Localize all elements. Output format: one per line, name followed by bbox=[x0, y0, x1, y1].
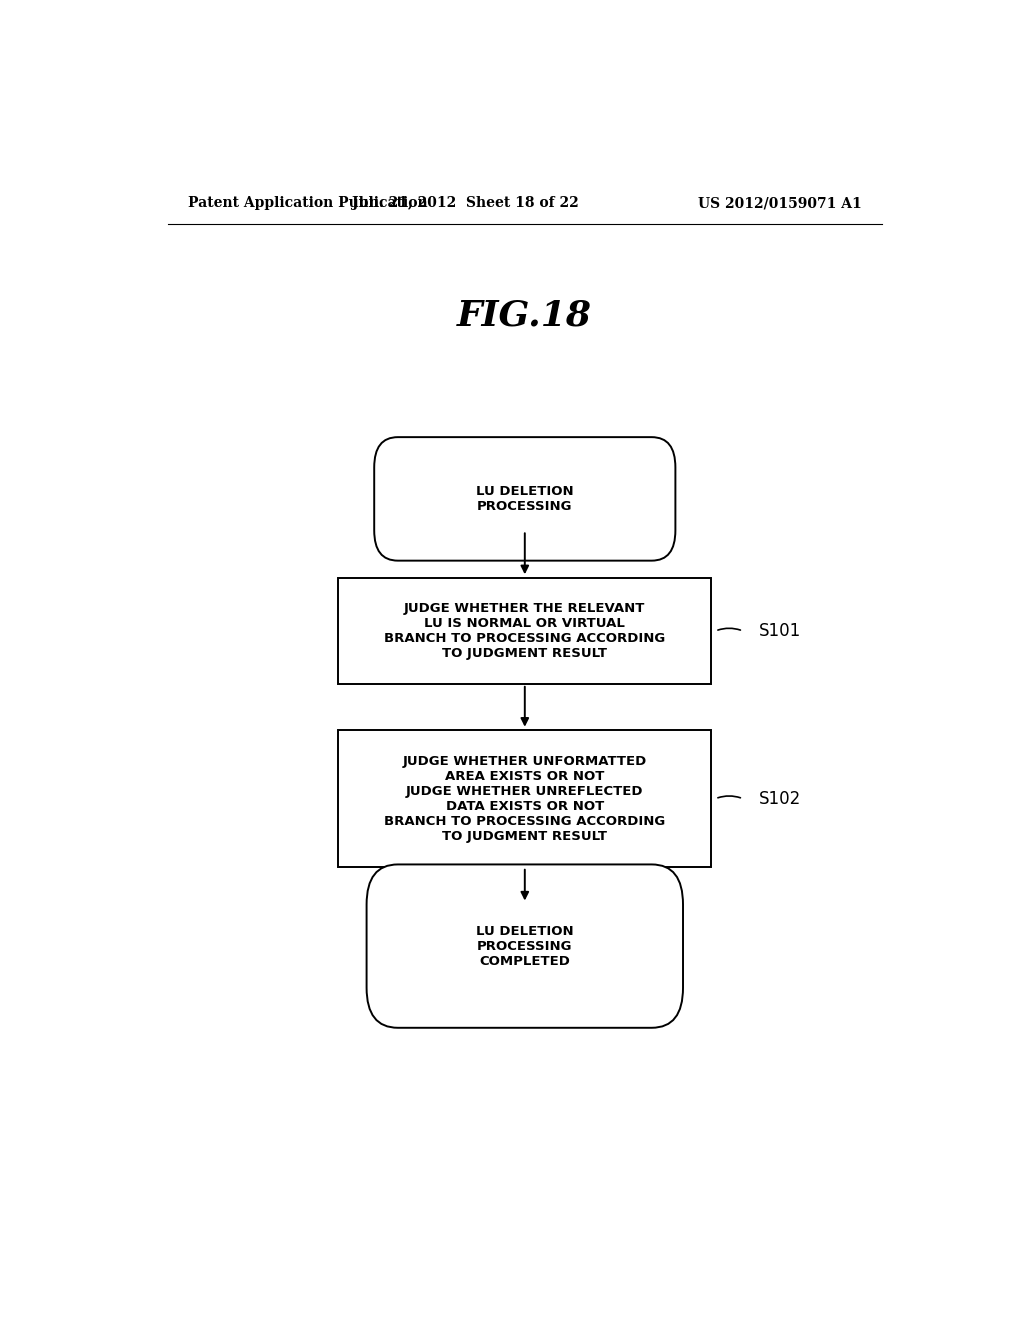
Text: US 2012/0159071 A1: US 2012/0159071 A1 bbox=[698, 197, 862, 210]
FancyBboxPatch shape bbox=[338, 730, 712, 867]
FancyBboxPatch shape bbox=[374, 437, 676, 561]
Text: LU DELETION
PROCESSING
COMPLETED: LU DELETION PROCESSING COMPLETED bbox=[476, 924, 573, 968]
Text: S102: S102 bbox=[759, 789, 801, 808]
FancyBboxPatch shape bbox=[367, 865, 683, 1028]
Text: Patent Application Publication: Patent Application Publication bbox=[187, 197, 427, 210]
Text: Jun. 21, 2012  Sheet 18 of 22: Jun. 21, 2012 Sheet 18 of 22 bbox=[352, 197, 579, 210]
Text: JUDGE WHETHER UNFORMATTED
AREA EXISTS OR NOT
JUDGE WHETHER UNREFLECTED
DATA EXIS: JUDGE WHETHER UNFORMATTED AREA EXISTS OR… bbox=[384, 755, 666, 842]
Text: LU DELETION
PROCESSING: LU DELETION PROCESSING bbox=[476, 484, 573, 513]
Text: S101: S101 bbox=[759, 622, 801, 640]
Text: JUDGE WHETHER THE RELEVANT
LU IS NORMAL OR VIRTUAL
BRANCH TO PROCESSING ACCORDIN: JUDGE WHETHER THE RELEVANT LU IS NORMAL … bbox=[384, 602, 666, 660]
Text: FIG.18: FIG.18 bbox=[458, 298, 592, 333]
FancyBboxPatch shape bbox=[338, 578, 712, 684]
